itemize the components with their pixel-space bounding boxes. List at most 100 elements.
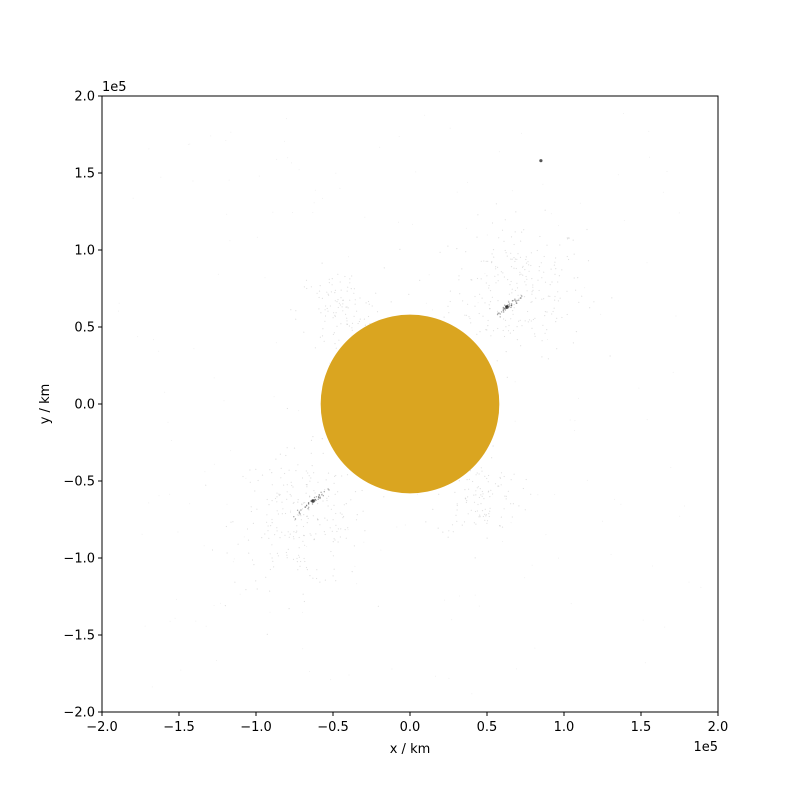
halo-particle <box>480 494 482 496</box>
halo-particle <box>544 332 546 334</box>
halo-particle <box>158 350 160 352</box>
halo-particle <box>325 479 327 481</box>
halo-particle <box>504 319 507 321</box>
halo-particle <box>649 156 650 158</box>
halo-particle <box>298 554 300 556</box>
halo-particle <box>511 288 513 290</box>
clump-particle <box>293 516 295 518</box>
halo-particle <box>332 575 334 577</box>
halo-particle <box>524 281 526 283</box>
halo-particle <box>522 274 524 276</box>
halo-particle <box>309 575 311 577</box>
halo-particle <box>321 492 323 494</box>
halo-particle <box>519 319 521 321</box>
halo-particle <box>354 565 356 567</box>
halo-particle <box>487 260 489 262</box>
halo-particle <box>340 297 342 299</box>
halo-particle <box>484 302 486 304</box>
x-axis-label: x / km <box>390 742 431 757</box>
clump-particle <box>502 306 504 309</box>
halo-particle <box>593 301 595 303</box>
halo-particle <box>497 485 499 487</box>
halo-particle <box>316 518 319 520</box>
halo-particle <box>297 501 299 503</box>
halo-particle <box>286 491 288 493</box>
halo-particle <box>481 297 483 299</box>
halo-particle <box>341 513 343 515</box>
clump-particle <box>496 313 499 316</box>
halo-particle <box>264 533 266 535</box>
halo-particle <box>337 299 339 301</box>
halo-particle <box>484 519 486 522</box>
halo-particle <box>561 316 563 319</box>
halo-particle <box>210 135 212 137</box>
halo-particle <box>543 298 545 300</box>
halo-particle <box>279 537 281 539</box>
halo-particle <box>306 484 308 486</box>
halo-particle <box>326 307 328 310</box>
halo-particle <box>353 288 355 290</box>
halo-particle <box>348 256 349 258</box>
halo-particle <box>306 569 308 571</box>
halo-particle <box>228 179 230 181</box>
halo-particle <box>330 291 332 293</box>
halo-particle <box>356 310 358 312</box>
halo-particle <box>316 569 318 571</box>
halo-particle <box>177 531 179 533</box>
halo-particle <box>494 483 497 485</box>
halo-particle <box>447 245 449 247</box>
halo-particle <box>455 514 457 517</box>
halo-particle <box>519 271 521 273</box>
halo-particle <box>577 277 579 279</box>
clump-particle <box>502 307 505 309</box>
halo-particle <box>525 478 527 481</box>
halo-particle <box>469 470 471 472</box>
halo-particle <box>539 235 541 238</box>
halo-particle <box>299 565 301 568</box>
halo-particle <box>521 325 523 327</box>
halo-particle <box>271 484 273 486</box>
clump-particle <box>520 297 522 299</box>
halo-particle <box>463 521 466 523</box>
clump-particle <box>318 494 321 496</box>
halo-particle <box>480 278 482 280</box>
clump-particle <box>504 304 506 306</box>
halo-particle <box>276 496 278 498</box>
halo-particle <box>308 475 310 477</box>
halo-particle <box>638 387 640 389</box>
halo-particle <box>573 430 575 431</box>
halo-particle <box>536 249 538 252</box>
halo-particle <box>327 293 329 295</box>
halo-particle <box>495 266 497 268</box>
halo-particle <box>276 510 278 512</box>
halo-particle <box>525 284 527 286</box>
halo-particle <box>559 297 561 299</box>
halo-particle <box>534 335 536 337</box>
halo-particle <box>307 517 309 520</box>
halo-particle <box>300 560 302 563</box>
halo-particle <box>271 522 273 524</box>
halo-particle <box>551 281 553 283</box>
halo-particle <box>497 327 499 330</box>
halo-particle <box>556 348 558 350</box>
halo-particle <box>467 181 469 183</box>
halo-particle <box>331 530 333 533</box>
halo-particle <box>569 419 571 421</box>
halo-particle <box>310 439 313 441</box>
halo-particle <box>478 312 480 315</box>
halo-particle <box>261 474 264 476</box>
clump-particle <box>507 304 509 306</box>
halo-particle <box>364 530 366 532</box>
halo-particle <box>508 324 510 327</box>
halo-particle <box>292 502 294 504</box>
halo-particle <box>295 518 297 520</box>
halo-particle <box>481 490 483 493</box>
halo-particle <box>521 266 524 268</box>
halo-particle <box>300 519 302 521</box>
halo-particle <box>287 157 289 159</box>
halo-particle <box>371 305 373 307</box>
halo-particle <box>501 229 504 231</box>
halo-particle <box>280 467 282 469</box>
halo-particle <box>464 314 466 316</box>
halo-particle <box>510 258 512 260</box>
